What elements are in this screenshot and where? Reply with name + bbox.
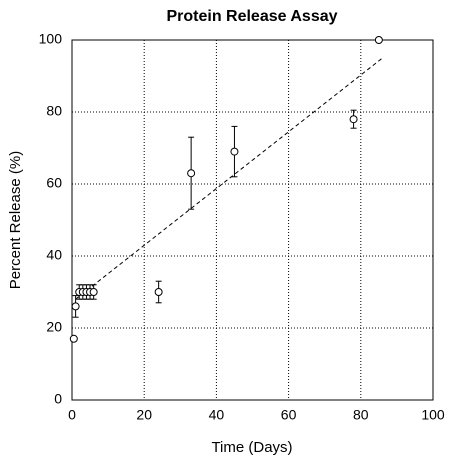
- x-tick-label: 100: [421, 407, 445, 423]
- y-tick-label: 0: [54, 391, 62, 407]
- data-point: [154, 288, 163, 296]
- data-point: [187, 169, 196, 178]
- data-point: [71, 302, 80, 311]
- y-tick-label: 40: [46, 247, 62, 263]
- y-tick-label: 100: [39, 31, 63, 47]
- y-tick-label: 20: [46, 319, 62, 335]
- data-point: [69, 334, 78, 343]
- y-tick-label: 80: [46, 103, 62, 119]
- data-point: [349, 115, 358, 124]
- x-tick-label: 0: [68, 407, 76, 423]
- data-point: [230, 147, 239, 156]
- x-tick-label: 40: [209, 407, 225, 423]
- y-axis-label: Percent Release (%): [7, 151, 24, 289]
- plot-frame: [71, 39, 434, 401]
- x-tick-label: 60: [281, 407, 297, 423]
- x-tick-label: 20: [136, 407, 152, 423]
- x-tick-label: 80: [353, 407, 369, 423]
- chart-title: Protein Release Assay: [166, 8, 337, 25]
- y-tick-label: 60: [46, 175, 62, 191]
- trendline: [75, 57, 383, 300]
- data-point: [89, 288, 98, 296]
- data-point: [374, 36, 383, 44]
- x-axis-label: Time (Days): [211, 439, 292, 456]
